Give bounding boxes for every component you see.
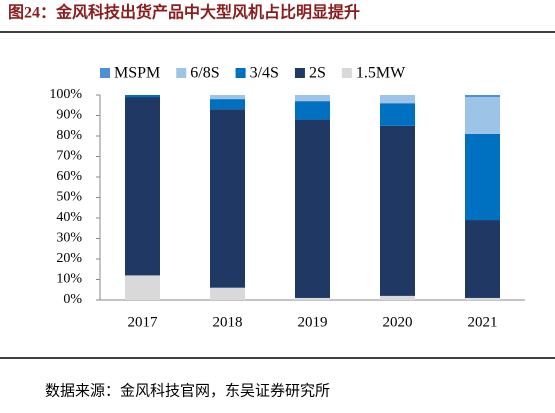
legend-swatch (176, 68, 187, 78)
bar-segment (210, 95, 245, 100)
y-tick-label: 10% (56, 272, 82, 287)
legend-label: 1.5MW (356, 65, 406, 82)
legend-label: 6/8S (190, 65, 219, 82)
chart-title: 图24：金风科技出货产品中大型风机占比明显提升 (8, 3, 360, 22)
bar-segment (380, 295, 415, 300)
bar-segment (125, 97, 160, 276)
x-tick-label: 2017 (128, 314, 159, 330)
bar-segment (465, 297, 500, 300)
y-tick-label: 90% (56, 108, 82, 123)
source-note: 数据来源：金风科技官网，东吴证券研究所 (45, 382, 330, 399)
y-tick-label: 60% (56, 169, 82, 184)
x-tick-label: 2021 (468, 314, 498, 330)
bar-segment (295, 95, 330, 102)
y-tick-label: 70% (56, 149, 82, 164)
y-tick-label: 40% (56, 210, 82, 225)
legend-swatch (235, 68, 246, 78)
x-tick-label: 2019 (298, 314, 328, 330)
bar-segment (380, 125, 415, 296)
legend-label: MSPM (114, 65, 160, 82)
bar-segment (210, 99, 245, 110)
bar-segment (380, 95, 415, 104)
y-tick-label: 80% (56, 128, 82, 143)
bar-segment (210, 287, 245, 300)
bar-segment (465, 95, 500, 98)
y-tick-label: 100% (49, 87, 82, 102)
bar-segment (380, 103, 415, 126)
bar-segment (125, 95, 160, 98)
legend-swatch (341, 68, 352, 78)
bar-segment (125, 275, 160, 300)
y-tick-label: 30% (56, 231, 82, 246)
legend-label: 2S (309, 65, 326, 82)
y-tick-label: 20% (56, 251, 82, 266)
x-tick-label: 2020 (383, 314, 413, 330)
bar-segment (465, 97, 500, 134)
legend-label: 3/4S (250, 65, 279, 82)
bar-segment (295, 297, 330, 300)
legend-swatch (100, 68, 110, 78)
bar-segment (295, 101, 330, 120)
y-tick-label: 0% (63, 292, 82, 307)
bar-segment (295, 119, 330, 298)
legend-swatch (294, 68, 305, 78)
x-tick-label: 2018 (213, 314, 243, 330)
bar-segment (465, 133, 500, 221)
y-tick-label: 50% (56, 190, 82, 205)
bar-segment (465, 220, 500, 298)
bar-segment (210, 109, 245, 288)
